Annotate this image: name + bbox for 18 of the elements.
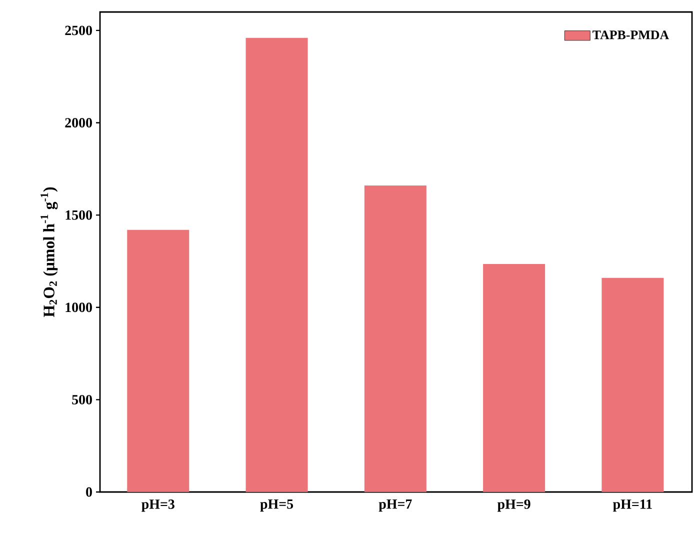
y-tick-label: 2000 xyxy=(65,118,92,128)
bar xyxy=(483,264,546,492)
y-tick-label: 1500 xyxy=(66,210,92,220)
x-tick-label: pH=9 xyxy=(497,500,530,512)
bar xyxy=(602,278,664,492)
x-tick-label: pH=11 xyxy=(612,499,652,512)
bar xyxy=(246,38,308,492)
y-tick-label: 500 xyxy=(72,394,92,404)
y-tick-label: 1000 xyxy=(66,302,92,312)
x-tick-label: pH=7 xyxy=(378,499,412,512)
legend-label: TAPB-PMDA xyxy=(592,30,669,40)
y-tick-label: 0 xyxy=(86,487,92,497)
text: H$_{2}$O$_{2}$ (μmol h$^{-1}$ g$^{-1}$) xyxy=(40,187,58,318)
x-tick-label: pH=3 xyxy=(142,500,174,512)
bar xyxy=(364,186,426,492)
bar xyxy=(127,230,190,492)
x-tick-label: pH=5 xyxy=(260,499,294,512)
y-tick-label: 2500 xyxy=(65,26,92,36)
